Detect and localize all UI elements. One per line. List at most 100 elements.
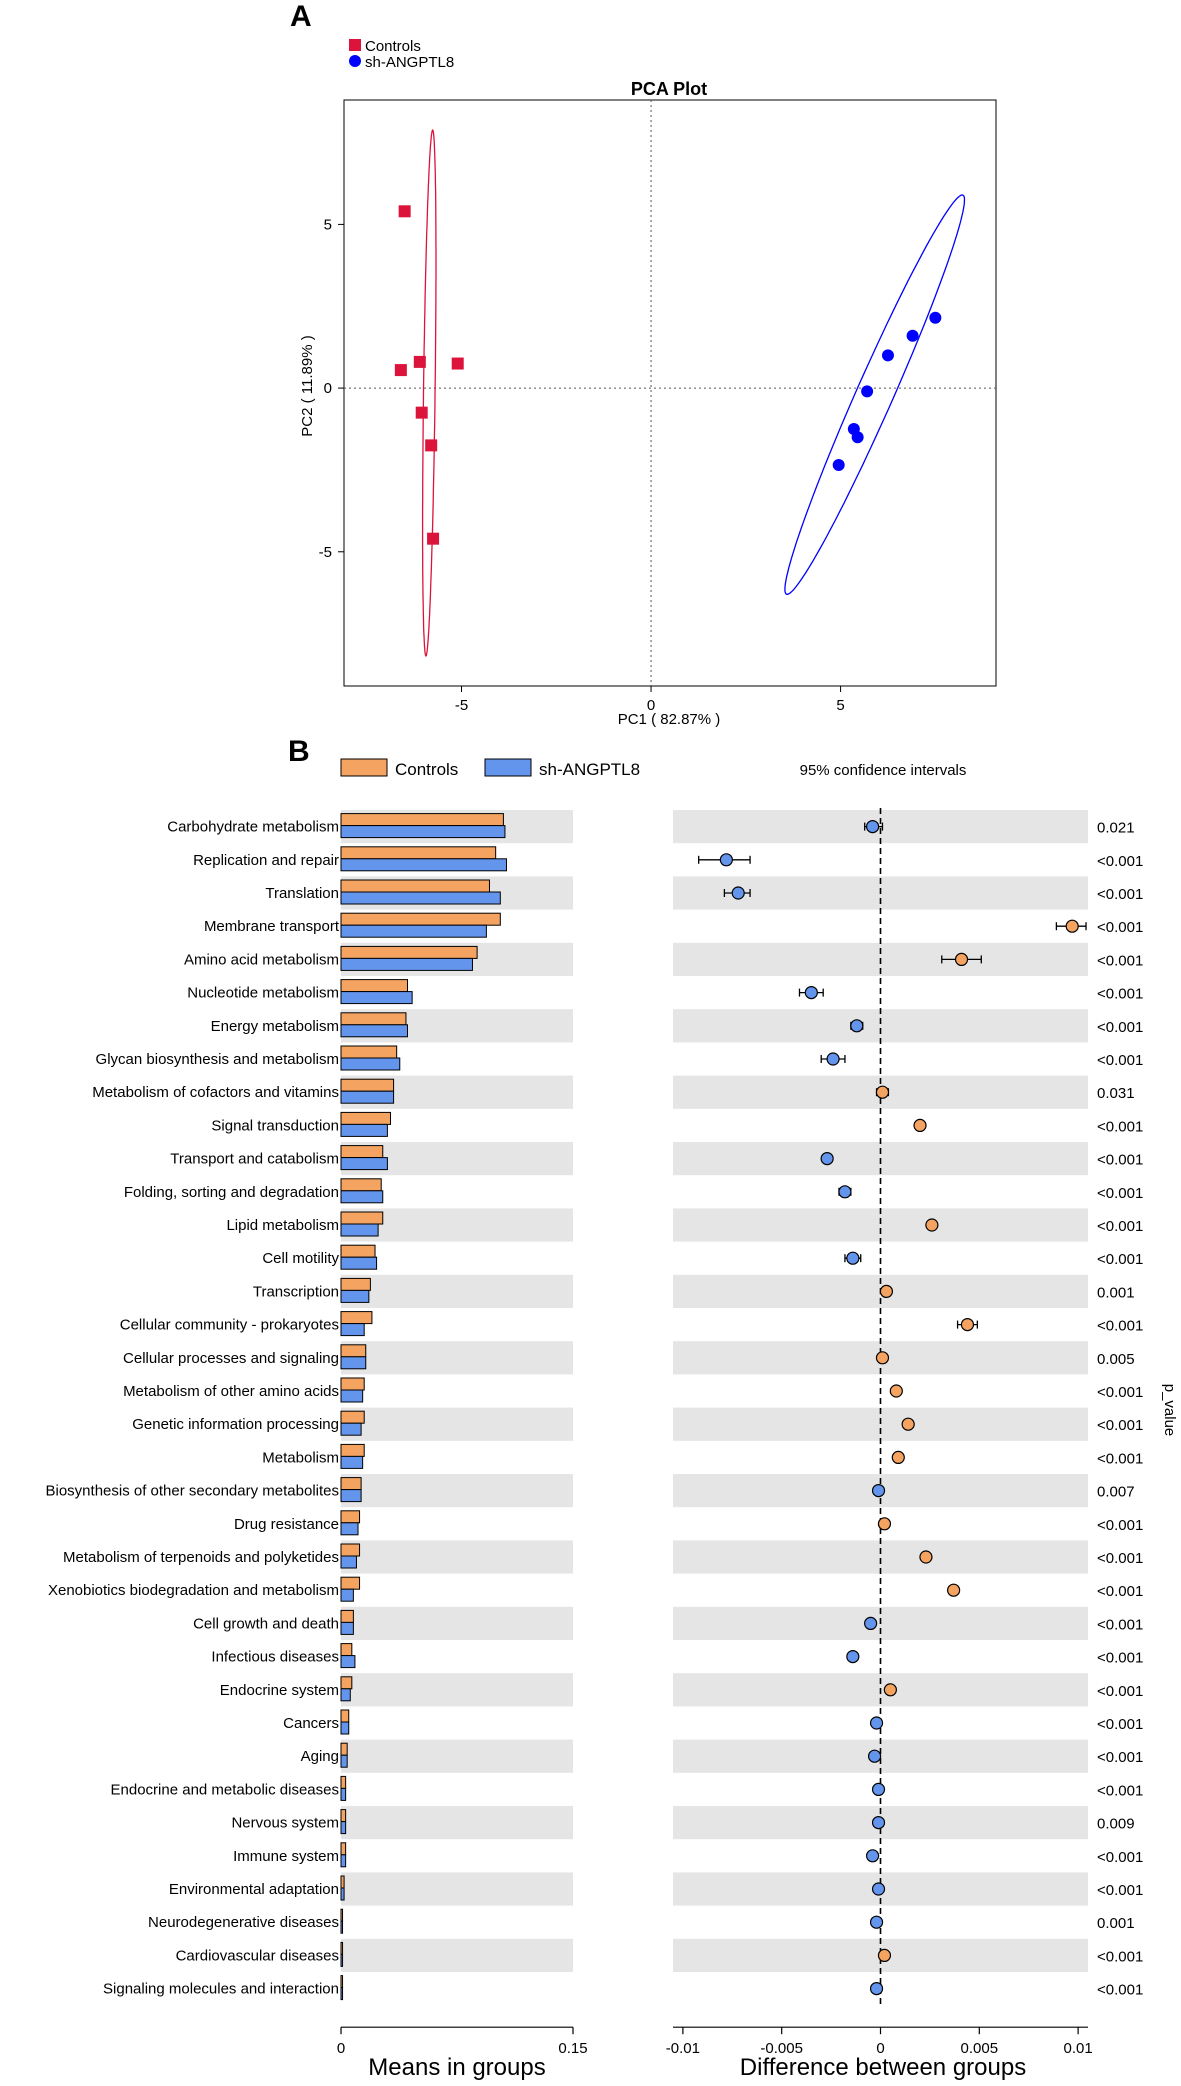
p-value-label: <0.001: [1097, 986, 1143, 1003]
category-label: Membrane transport: [204, 918, 340, 935]
p-value-label: <0.001: [1097, 919, 1143, 936]
ci-estimate-point: [871, 1483, 886, 1498]
category-label: Infectious diseases: [211, 1649, 339, 1666]
bar-xtick-label: 0.15: [558, 2040, 587, 2057]
pca-controls-point: [398, 205, 411, 218]
p-value-label: <0.001: [1097, 1982, 1143, 1999]
bar-controls: [340, 1111, 391, 1125]
p-value-label: 0.009: [1097, 1816, 1135, 1833]
ci-estimate-point: [846, 1251, 860, 1265]
bar-sh: [340, 1787, 347, 1801]
bar-xlabel: Means in groups: [368, 2054, 545, 2081]
ci-estimate-point: [871, 1882, 886, 1896]
pca-sh-point: [929, 311, 942, 324]
bar-sh: [340, 1024, 409, 1038]
category-label: Metabolism: [262, 1449, 339, 1466]
pca-sh-point: [906, 329, 919, 342]
p-value-label: <0.001: [1097, 1716, 1143, 1733]
p-value-label: <0.001: [1097, 1218, 1143, 1235]
p-value-label: 0.007: [1097, 1484, 1135, 1501]
bar-sh: [340, 1688, 351, 1702]
bar-row-stripe: [341, 1938, 573, 1972]
pca-ytick-label: 0: [324, 380, 332, 397]
pca-controls-point: [451, 357, 464, 370]
ci-estimate-point: [871, 1815, 886, 1830]
bar-controls: [340, 1709, 350, 1723]
category-label: Cell growth and death: [193, 1615, 339, 1632]
bar-controls: [340, 1809, 347, 1823]
category-label: Transport and catabolism: [170, 1151, 339, 1168]
bar-controls: [340, 945, 478, 959]
p-value-label: 0.021: [1097, 820, 1135, 837]
category-label: Endocrine and metabolic diseases: [111, 1781, 339, 1798]
category-label: Signal transduction: [211, 1117, 339, 1134]
category-label: Translation: [265, 885, 339, 902]
pca-title: PCA Plot: [631, 79, 707, 99]
category-label: Signaling molecules and interaction: [103, 1981, 339, 1998]
bar-sh: [340, 1422, 362, 1436]
ci-estimate-point: [919, 1550, 933, 1564]
category-label: Immune system: [233, 1848, 339, 1865]
bar-row-stripe: [341, 1407, 573, 1441]
pca-xtick-label: 0: [647, 697, 655, 714]
category-label: Drug resistance: [234, 1516, 339, 1533]
ci-xtick-label: 0.01: [1064, 2040, 1093, 2057]
pca-legend-sh-label: sh-ANGPTL8: [365, 54, 454, 71]
ci-estimate-point: [865, 819, 880, 834]
bar-sh: [340, 1157, 388, 1171]
bar-controls: [340, 1576, 361, 1590]
ci-estimate-point: [846, 1649, 860, 1664]
ci-estimate-point: [820, 1151, 834, 1166]
category-label: Endocrine system: [220, 1682, 339, 1699]
p-value-label: 0.005: [1097, 1351, 1135, 1368]
bar-controls: [340, 1045, 398, 1059]
p-value-label: <0.001: [1097, 1683, 1143, 1700]
bar-sh: [340, 1754, 348, 1768]
bar-sh: [340, 1356, 367, 1370]
pca-controls-point: [415, 406, 428, 419]
bar-controls: [340, 1975, 344, 1989]
bar-legend-sh-swatch: [484, 758, 532, 777]
p-value-label: <0.001: [1097, 1450, 1143, 1467]
ci-estimate-point: [838, 1185, 852, 1199]
bar-controls: [340, 1443, 365, 1457]
ci-xtick-label: 0: [876, 2040, 884, 2057]
p-value-label: <0.001: [1097, 1185, 1143, 1202]
bar-sh: [340, 858, 507, 872]
bar-row-stripe: [341, 1673, 573, 1707]
bar-controls: [340, 1941, 344, 1955]
pca-controls-point: [427, 532, 440, 545]
category-label: Xenobiotics biodegradation and metabolis…: [48, 1582, 339, 1599]
category-label: Metabolism of other amino acids: [123, 1383, 339, 1400]
bar-controls: [340, 1908, 344, 1922]
pca-controls-ellipse: [421, 129, 437, 657]
ci-estimate-point: [875, 1351, 890, 1365]
ci-row-stripe: [673, 1009, 1088, 1043]
bar-sh: [340, 1123, 388, 1137]
pca-controls-point: [394, 364, 407, 377]
p-value-label: <0.001: [1097, 1318, 1143, 1335]
ci-estimate-point: [869, 1716, 884, 1730]
bar-controls: [340, 879, 490, 893]
bar-sh: [340, 1289, 370, 1303]
bar-controls: [340, 1875, 345, 1889]
ci-estimate-point: [883, 1683, 897, 1697]
category-label: Lipid metabolism: [226, 1217, 339, 1234]
category-label: Cancers: [283, 1715, 339, 1732]
p-value-label: <0.001: [1097, 1882, 1143, 1899]
ci-estimate-point: [925, 1218, 939, 1232]
bar-sh: [340, 1987, 344, 2001]
category-label: Nervous system: [231, 1815, 339, 1832]
p-value-label: <0.001: [1097, 853, 1143, 870]
ci-estimate-point: [719, 853, 733, 867]
bar-controls: [340, 1410, 365, 1424]
bar-sh: [340, 1323, 365, 1337]
category-label: Environmental adaptation: [169, 1881, 339, 1898]
ci-estimate-point: [913, 1118, 927, 1133]
category-label: Cellular processes and signaling: [123, 1350, 339, 1367]
bar-controls: [340, 1742, 348, 1756]
pca-sh-point: [861, 385, 874, 398]
p-value-label: <0.001: [1097, 1849, 1143, 1866]
bar-sh: [340, 924, 487, 938]
